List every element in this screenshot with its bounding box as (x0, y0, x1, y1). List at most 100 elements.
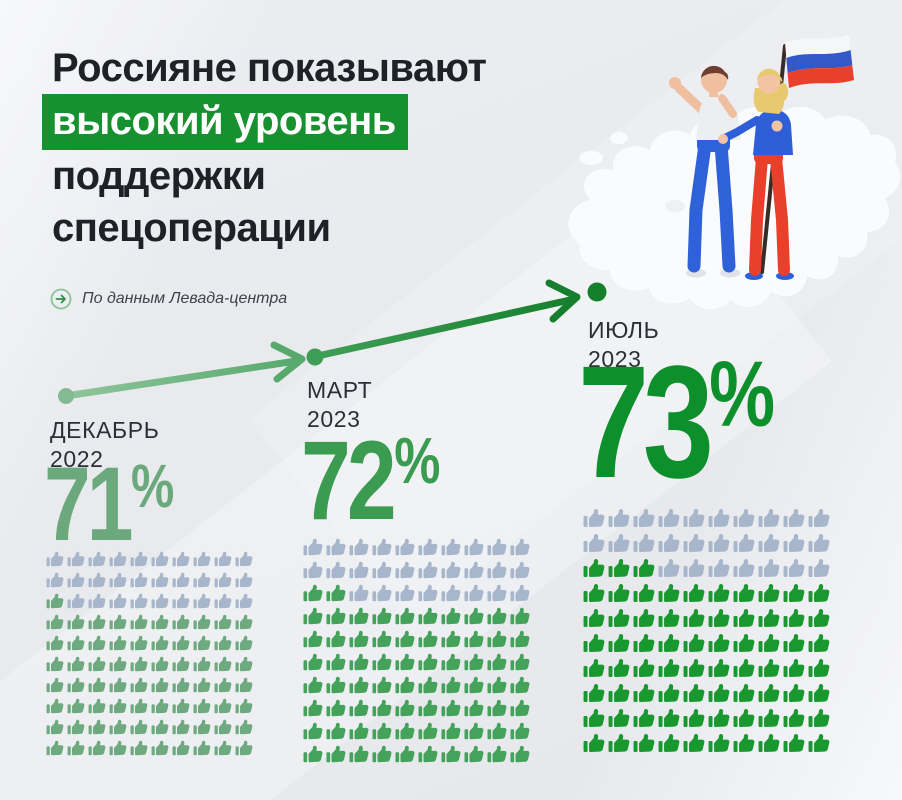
thumb-up-icon (758, 603, 783, 628)
percent-digits: 71 (44, 446, 133, 563)
circle-arrow-icon (50, 288, 72, 310)
thumb-up-icon (583, 703, 608, 728)
thumb-up-icon (67, 630, 88, 651)
thumb-up-icon (683, 653, 708, 678)
thumb-up-icon (67, 714, 88, 735)
thumb-up-icon (372, 625, 395, 648)
period-name: ИЮЛЬ (588, 317, 660, 343)
thumb-up-icon (372, 740, 395, 763)
thumb-up-icon (349, 556, 372, 579)
thumb-up-icon (633, 503, 658, 528)
thumb-up-icon (733, 553, 758, 578)
period-name: ДЕКАБРЬ (50, 417, 160, 443)
thumb-up-icon (172, 567, 193, 588)
thumb-up-icon (109, 714, 130, 735)
thumb-up-icon (510, 602, 533, 625)
thumb-up-icon (151, 672, 172, 693)
thumb-up-icon (808, 628, 833, 653)
period-year: 2023 (307, 406, 361, 432)
thumb-up-icon (326, 671, 349, 694)
thumb-up-icon (487, 625, 510, 648)
thumb-up-icon (733, 603, 758, 628)
thumb-up-icon (487, 579, 510, 602)
thumb-up-icon (214, 546, 235, 567)
thumb-up-icon (487, 533, 510, 556)
thumb-up-icon (88, 588, 109, 609)
period-name: МАРТ (307, 377, 373, 403)
russian-flag (760, 35, 854, 274)
thumb-up-icon (683, 703, 708, 728)
thumb-up-icon (783, 653, 808, 678)
thumb-up-icon (633, 528, 658, 553)
thumb-up-icon (683, 603, 708, 628)
thumb-up-icon (303, 625, 326, 648)
thumb-up-icon (214, 735, 235, 756)
thumb-up-icon (758, 553, 783, 578)
thumb-up-icon (214, 693, 235, 714)
thumb-up-icon (88, 546, 109, 567)
thumb-up-icon (46, 693, 67, 714)
thumb-up-icon (303, 533, 326, 556)
thumb-up-icon (193, 735, 214, 756)
thumb-up-icon (303, 694, 326, 717)
thumb-up-icon (46, 609, 67, 630)
thumb-up-icon (172, 630, 193, 651)
thumb-up-icon (441, 671, 464, 694)
thumb-up-icon (633, 678, 658, 703)
thumb-up-icon (46, 588, 67, 609)
thumb-up-icon (608, 653, 633, 678)
thumb-up-icon (151, 546, 172, 567)
thumb-up-icon (608, 703, 633, 728)
thumb-up-icon (326, 625, 349, 648)
thumb-up-icon (67, 735, 88, 756)
percent-digits: 73 (578, 332, 714, 511)
thumb-up-icon (349, 694, 372, 717)
thumb-up-icon (172, 714, 193, 735)
trend-segment-2 (318, 296, 574, 359)
thumb-up-icon (349, 648, 372, 671)
thumb-up-icon (303, 671, 326, 694)
thumb-up-icon (46, 714, 67, 735)
thumb-up-icon (510, 533, 533, 556)
thumb-up-icon (583, 603, 608, 628)
thumb-up-icon (708, 553, 733, 578)
period-year: 2022 (50, 446, 104, 472)
thumb-up-icon (395, 579, 418, 602)
percent-value-july: 73% (578, 342, 775, 502)
thumb-up-icon (214, 609, 235, 630)
thumb-up-icon (808, 528, 833, 553)
thumb-up-icon (658, 653, 683, 678)
thumb-up-icon (395, 694, 418, 717)
thumb-up-icon (88, 567, 109, 588)
thumb-up-icon (193, 693, 214, 714)
thumb-up-icon (214, 567, 235, 588)
thumb-up-icon (683, 528, 708, 553)
thumb-up-icon (193, 567, 214, 588)
thumb-up-icon (67, 588, 88, 609)
thumb-up-icon (349, 625, 372, 648)
thumb-up-icon (633, 728, 658, 753)
thumb-up-icon (349, 533, 372, 556)
thumb-up-icon (349, 602, 372, 625)
title-line-2: высокий уровень (42, 94, 486, 150)
trend-segment-1 (62, 357, 300, 400)
thumb-up-icon (758, 678, 783, 703)
thumb-up-icon (372, 556, 395, 579)
thumb-up-icon (130, 735, 151, 756)
thumb-up-icon (633, 603, 658, 628)
thumb-up-icon (418, 740, 441, 763)
thumb-up-icon (633, 628, 658, 653)
thumb-up-icon (708, 653, 733, 678)
thumb-up-icon (808, 728, 833, 753)
thumb-up-icon (67, 693, 88, 714)
thumb-up-icon (708, 578, 733, 603)
thumb-up-icon (395, 556, 418, 579)
thumb-up-icon (658, 728, 683, 753)
thumb-up-icon (372, 602, 395, 625)
thumb-up-icon (683, 553, 708, 578)
thumb-up-icon (172, 609, 193, 630)
thumb-up-icon (326, 579, 349, 602)
percent-value-december: 71% (44, 452, 174, 557)
thumb-up-icon (758, 578, 783, 603)
